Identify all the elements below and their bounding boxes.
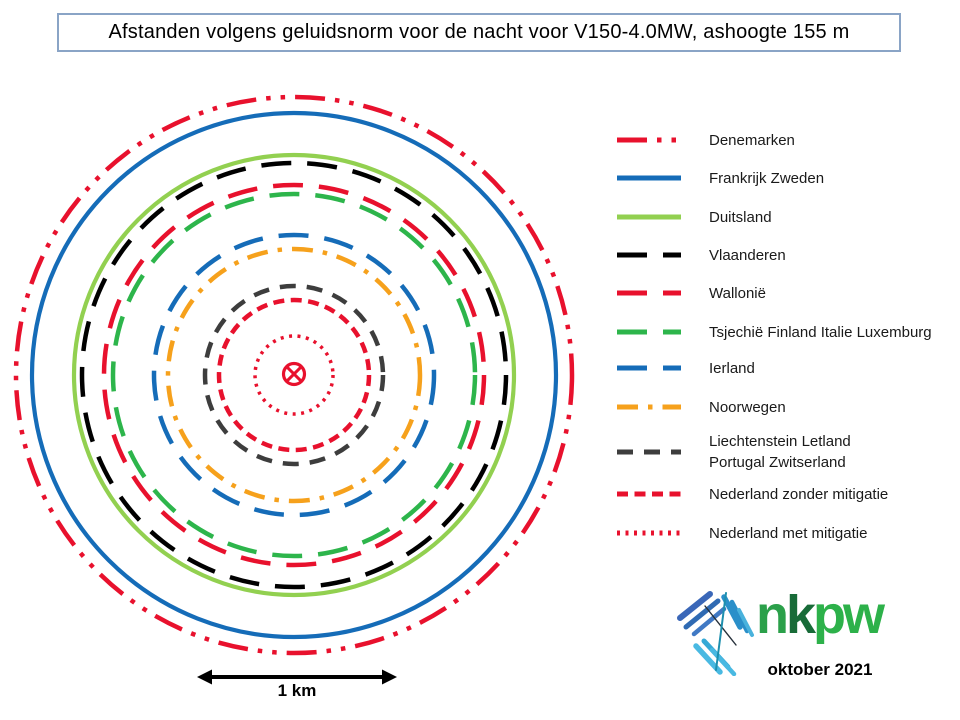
nkpw-letter-k: k: [786, 585, 816, 645]
page-title: Afstanden volgens geluidsnorm voor de na…: [108, 21, 850, 43]
ring-denemarken: [13, 94, 575, 656]
ring-frankrijk-zweden: [29, 110, 559, 640]
turbine-location-icon: [281, 361, 307, 387]
ring-nederland-zonder-mitigatie: [216, 297, 372, 453]
rings-group: [13, 94, 575, 656]
ring-liechtenstein-letland: [202, 283, 386, 467]
nkpw-logo: nkpw oktober 2021: [672, 580, 912, 700]
ring-tsjechi-finland-italie-luxemburg: [110, 191, 478, 559]
scale-bar-label: 1 km: [277, 681, 317, 700]
ring-nederland-met-mitigatie: [253, 334, 335, 416]
nkpw-letter-n: n: [756, 585, 789, 645]
nkpw-logo-text: nkpw: [756, 585, 885, 645]
title-box: Afstanden volgens geluidsnorm voor de na…: [57, 13, 901, 52]
nkpw-logo-turbine-icon: [677, 591, 754, 676]
ring-vlaanderen: [79, 160, 509, 590]
nkpw-letter-p: p: [813, 585, 846, 645]
nkpw-letter-w: w: [843, 585, 885, 645]
ring-walloni: [101, 182, 487, 568]
ring-noorwegen: [165, 246, 423, 504]
scale-bar-arrow: [197, 669, 397, 685]
logo-date: oktober 2021: [767, 660, 873, 679]
ring-duitsland: [71, 152, 517, 598]
ring-ierland: [151, 232, 437, 518]
